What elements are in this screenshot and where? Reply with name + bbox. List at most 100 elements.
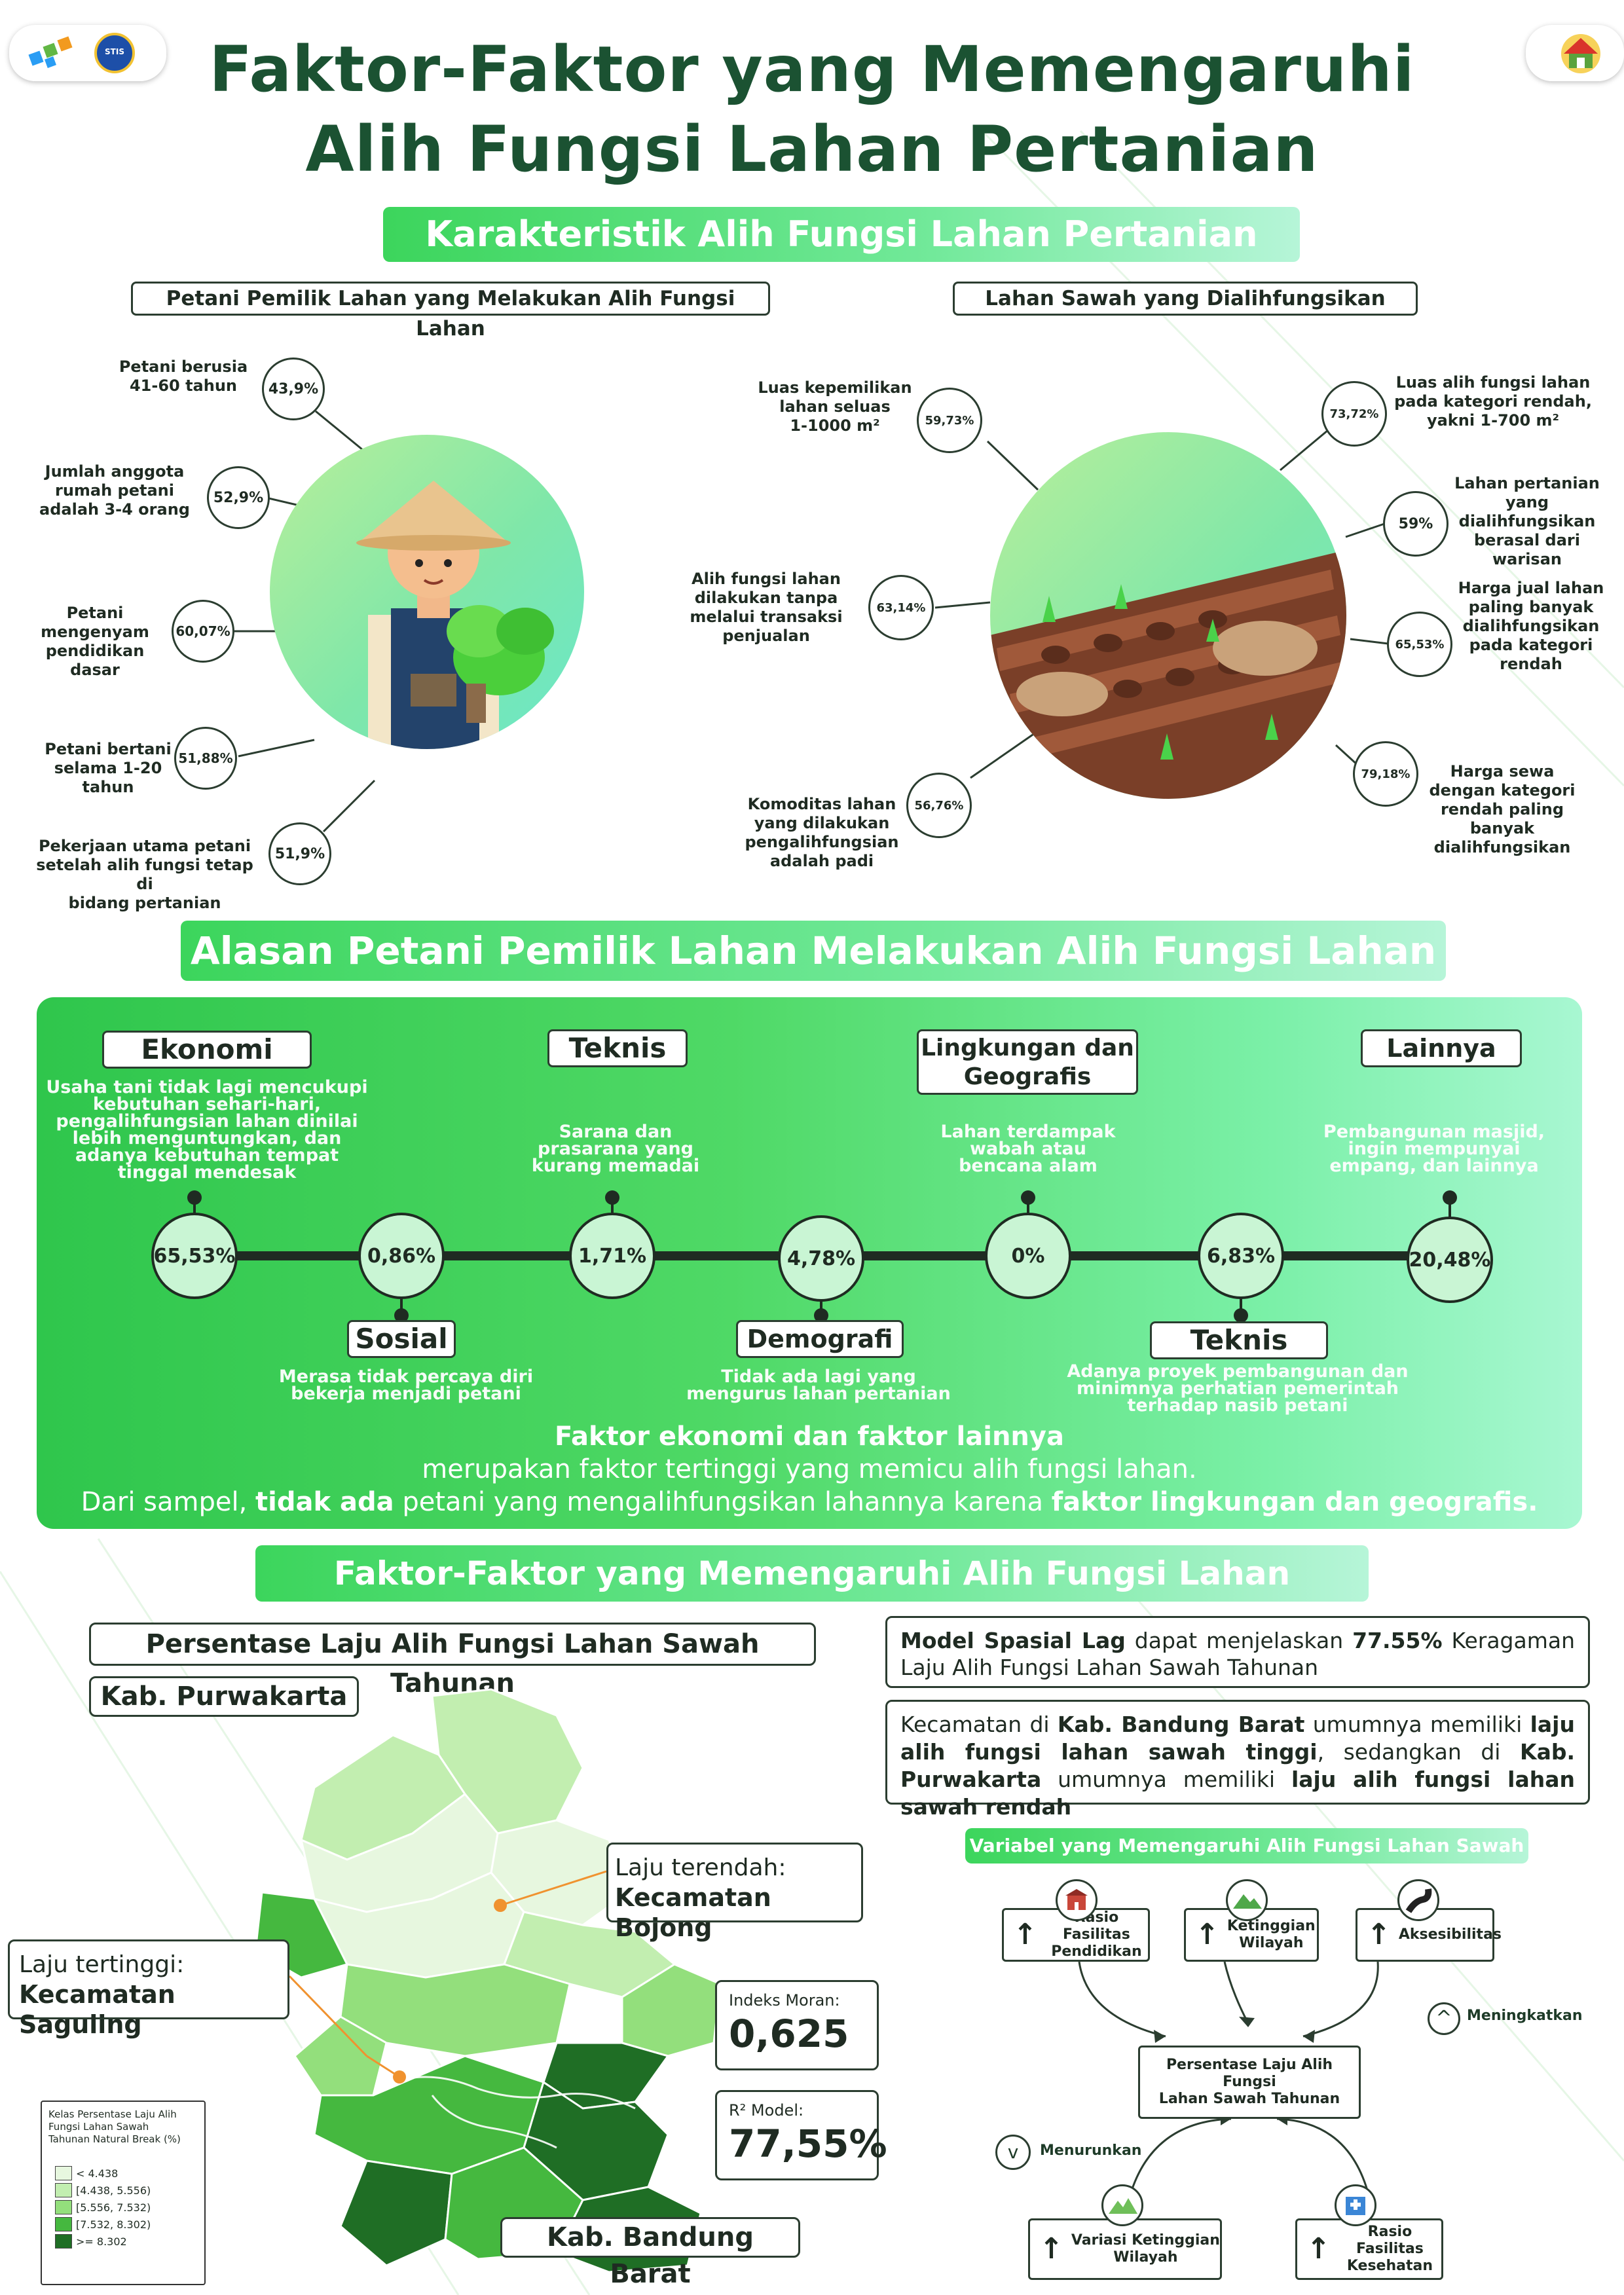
dot-bottom-2 — [394, 1308, 409, 1323]
terrain-icon-svg — [1109, 2198, 1137, 2214]
kec-text-g: umumnya memiliki — [1041, 1767, 1291, 1792]
legend-item-5: >= 8.302 — [55, 2234, 127, 2249]
stat-circle-harga-jual: 65,53% — [1387, 612, 1452, 677]
stat-circle-pekerjaan: 51,9% — [268, 822, 331, 885]
increase-arrow: ↑ — [1195, 1918, 1219, 1951]
hospital-icon-svg — [1346, 2197, 1365, 2215]
conclusion-line3-c: petani yang mengalihfungsikan lahannya k… — [394, 1487, 1052, 1517]
legend-label-3: [5.556, 7.532) — [76, 2201, 151, 2214]
legend-item-2: [4.438, 5.556) — [55, 2183, 151, 2197]
hospital-icon — [1335, 2184, 1376, 2226]
model-text-a: Model Spasial Lag — [900, 1628, 1126, 1653]
dot-top-5 — [1021, 1190, 1035, 1205]
kec-text-c: umumnya memiliki — [1304, 1712, 1530, 1737]
legend-label-4: [7.532, 8.302) — [76, 2218, 151, 2231]
stat-text-pekerjaan: Pekerjaan utama petani setelah alih fung… — [36, 837, 253, 912]
kab-purwakarta-label: Kab. Purwakarta — [89, 1676, 359, 1717]
right-group-label: Lahan Sawah yang Dialihfungsikan — [953, 282, 1418, 316]
reason-label-lainnya: Lainnya — [1361, 1029, 1522, 1067]
stat-text-bertani: Petani bertani selama 1-20 tahun — [45, 740, 172, 796]
logo-right-pill — [1526, 25, 1624, 81]
dot-top-1 — [187, 1190, 202, 1205]
dot-top-7 — [1443, 1190, 1457, 1205]
reason-label-demografi: Demografi — [736, 1320, 904, 1358]
conclusion-line2: merupakan faktor tertinggi yang memicu a… — [422, 1454, 1197, 1484]
stat-circle-usia: 43,9% — [262, 358, 325, 420]
reason-label-lingkungan: Lingkungan dan Geografis — [917, 1029, 1138, 1095]
node-lainnya: 20,48% — [1407, 1217, 1493, 1303]
legend-item-4: [7.532, 8.302) — [55, 2217, 151, 2231]
stis-logo — [94, 33, 135, 73]
lowest-rate-value: Kecamatan Bojong — [615, 1883, 771, 1942]
moran-box: Indeks Moran: 0,625 — [715, 1980, 879, 2070]
stat-text-komoditas: Komoditas lahan yang dilakukan pengalihf… — [745, 795, 899, 870]
legend-label-5: >= 8.302 — [76, 2235, 127, 2248]
farmer-illustration — [356, 481, 554, 749]
stem-bottom-6 — [1240, 1296, 1242, 1316]
lowest-rate-label: Laju terendah: — [615, 1854, 786, 1881]
highest-rate-box: Laju tertinggi: Kecamatan Saguling — [8, 1939, 289, 2039]
node-sosial: 0,86% — [358, 1213, 445, 1299]
stat-circle-luas-alih: 73,72% — [1321, 381, 1387, 447]
node-lingkungan: 0% — [985, 1213, 1071, 1299]
kec-text-e: , sedangkan di — [1317, 1739, 1520, 1765]
kec-text-a: Kecamatan di — [900, 1712, 1058, 1737]
model-text-c: 77.55% — [1352, 1628, 1443, 1653]
model-text-d: Keragaman Laju Alih Fungsi Lahan Sawah T… — [900, 1628, 1576, 1680]
meningkatkan-label: Meningkatkan — [1467, 2008, 1583, 2024]
road-icon-svg — [1405, 1888, 1432, 1913]
model-text-b: dapat menjelaskan — [1125, 1628, 1353, 1653]
center-box: Persentase Laju Alih Fungsi Lahan Sawah … — [1138, 2046, 1361, 2119]
stat-circle-bertani: 51,88% — [174, 727, 237, 790]
stat-circle-tanpa-transaksi: 63,14% — [868, 575, 934, 640]
conclusion-line1: Faktor ekonomi dan faktor lainnya — [555, 1422, 1064, 1452]
stat-text-pendidikan: Petani mengenyam pendidikan dasar — [41, 604, 149, 679]
stem-top-7 — [1449, 1200, 1451, 1226]
dot-bottom-6 — [1234, 1308, 1248, 1323]
section3-banner: Faktor-Faktor yang Memengaruhi Alih Fung… — [255, 1545, 1369, 1649]
left-group-label: Petani Pemilik Lahan yang Melakukan Alih… — [131, 282, 770, 340]
var-rasio-kesehatan: ↑ Rasio Fasilitas Kesehatan — [1295, 2218, 1443, 2280]
page-title-line2: Alih Fungsi Lahan Pertanian — [305, 113, 1319, 186]
stat-text-luas-alih: Luas alih fungsi lahan pada kategori ren… — [1394, 373, 1592, 430]
conclusion-line3: Dari sampel, tidak ada petani yang menga… — [37, 1485, 1582, 1519]
legend-item-1: < 4.438 — [55, 2166, 118, 2180]
menurunkan-label: Menurunkan — [1040, 2142, 1142, 2159]
legend-swatch-1 — [55, 2166, 72, 2180]
menurunkan-icon: v — [995, 2135, 1031, 2170]
legend-label-2: [4.438, 5.556) — [76, 2184, 151, 2197]
conclusion-line3-d: faktor lingkungan dan geografis. — [1051, 1487, 1538, 1517]
legend-title: Kelas Persentase Laju Alih Fungsi Lahan … — [48, 2108, 181, 2145]
legend-swatch-5 — [55, 2234, 72, 2249]
legend-swatch-4 — [55, 2217, 72, 2231]
stis-logo-text: STIS — [105, 47, 124, 56]
reason-desc-demografi: Tidak ada lagi yang mengurus lahan perta… — [686, 1367, 951, 1404]
house-logo — [1561, 34, 1600, 73]
increase-arrow: ↑ — [1013, 1918, 1037, 1951]
node-teknis-2: 6,83% — [1198, 1213, 1284, 1299]
increase-arrow: ↑ — [1306, 2232, 1331, 2266]
mountain-icon-svg — [1233, 1894, 1262, 1909]
reason-desc-teknis-2: Adanya proyek pembangunan dan minimnya p… — [1067, 1361, 1409, 1416]
r2-label: R² Model: — [729, 2101, 804, 2120]
node-ekonomi: 65,53% — [151, 1213, 238, 1299]
reason-label-sosial: Sosial — [347, 1320, 456, 1358]
section1-banner: Karakteristik Alih Fungsi Lahan Pertania… — [383, 207, 1300, 262]
road-icon — [1397, 1879, 1439, 1921]
r2-value: 77,55% — [729, 2121, 887, 2166]
school-icon — [1056, 1879, 1098, 1921]
logo-left-pill: STIS — [9, 25, 166, 81]
reason-desc-ekonomi: Usaha tani tidak lagi mencukupi kebutuha… — [46, 1077, 368, 1183]
stat-circle-luas-kepemilikan: 59,73% — [917, 388, 982, 453]
kec-text-h: laju alih fungsi lahan sawah rendah — [900, 1767, 1575, 1820]
model-box: Model Spasial Lag dapat menjelaskan 77.5… — [885, 1616, 1590, 1688]
kec-text-b: Kab. Bandung Barat — [1057, 1712, 1305, 1737]
stat-text-tanpa-transaksi: Alih fungsi lahan dilakukan tanpa melalu… — [690, 570, 843, 645]
map-title-box: Persentase Laju Alih Fungsi Lahan Sawah … — [89, 1623, 816, 1698]
dot-bottom-4 — [814, 1308, 828, 1323]
farmland-illustration — [990, 550, 1346, 799]
stat-text-luas-kepemilikan: Luas kepemilikan lahan seluas 1-1000 m² — [758, 378, 912, 435]
increase-arrow: ↑ — [1367, 1918, 1391, 1951]
node-teknis-1: 1,71% — [569, 1213, 655, 1299]
